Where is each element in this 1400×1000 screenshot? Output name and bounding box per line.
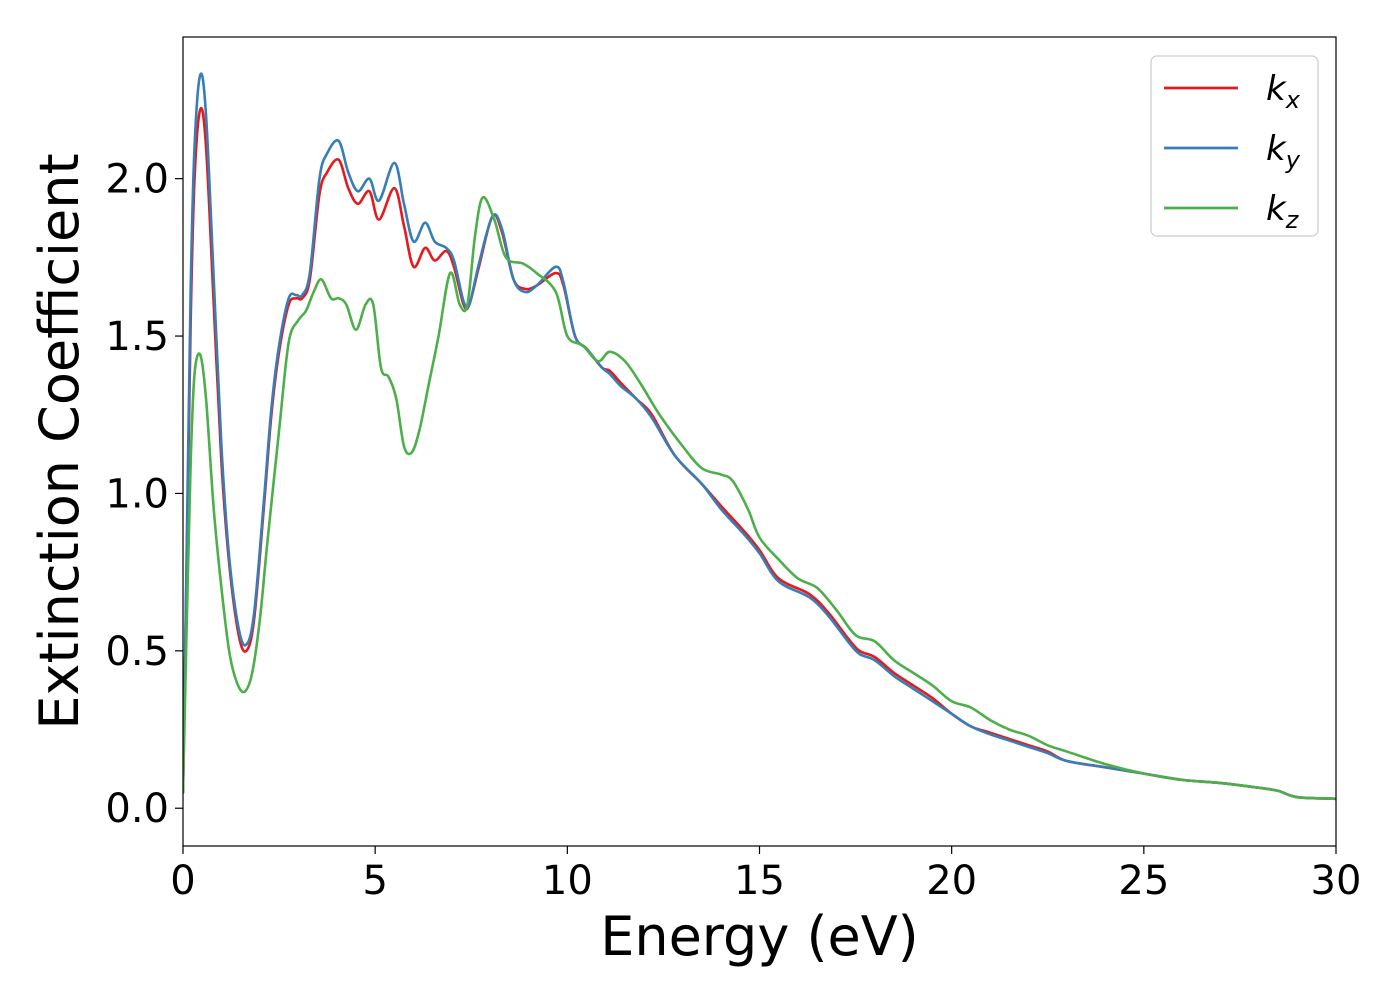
x-tick-label: 30 [1311,858,1362,904]
y-axis-title: Extinction Coefficient [28,153,91,729]
y-tick-label: 0.5 [105,629,169,675]
x-axis-ticks: 0 5 10 15 20 25 30 [170,846,1361,904]
y-axis-ticks: 0.0 0.5 1.0 1.5 2.0 [105,157,183,832]
legend-item-kz: kz [1164,189,1300,234]
x-tick-label: 25 [1118,858,1169,904]
x-axis-title: Energy (eV) [600,905,919,968]
legend-item-ky: ky [1164,129,1301,174]
plot-lines [183,72,1336,801]
legend-label: kz [1266,189,1300,234]
y-tick-label: 2.0 [105,157,169,203]
legend-label: kx [1266,69,1301,114]
legend: kx ky kz [1150,55,1319,237]
x-tick-label: 0 [170,858,195,904]
y-tick-label: 1.0 [105,471,169,517]
x-tick-label: 15 [734,858,785,904]
y-tick-label: 0.0 [105,786,169,832]
series-line-kz [183,196,1336,801]
legend-box [1150,55,1319,237]
x-tick-label: 10 [542,858,593,904]
y-tick-label: 1.5 [105,314,169,360]
x-tick-label: 5 [362,858,387,904]
legend-item-kx: kx [1164,69,1301,114]
x-tick-label: 20 [926,858,977,904]
series-line-ky [183,72,1336,801]
legend-label: ky [1266,129,1301,174]
